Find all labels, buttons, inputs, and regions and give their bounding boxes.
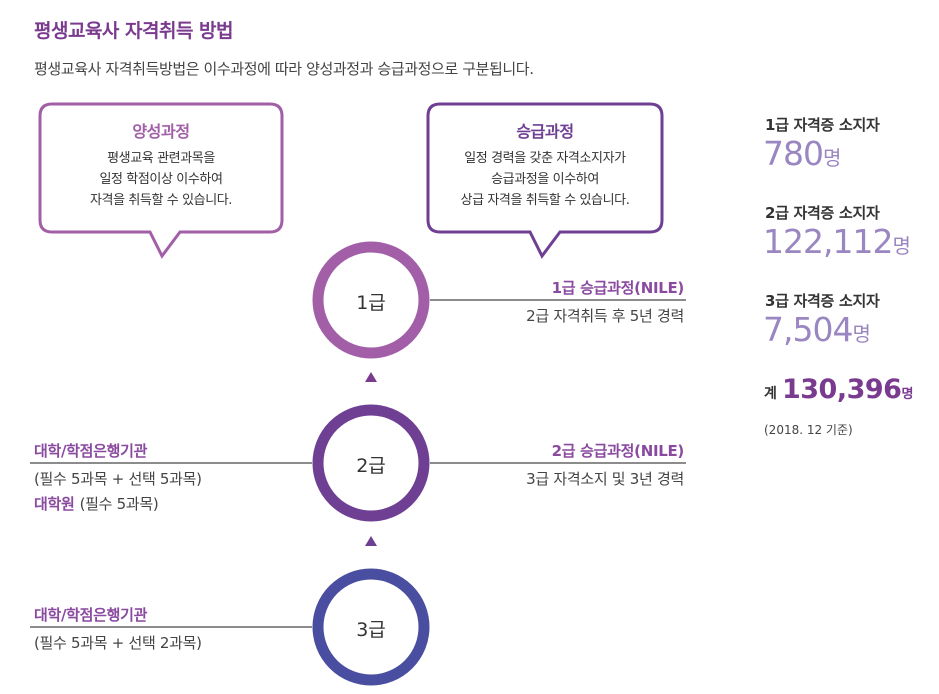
page-subtitle: 평생교육사 자격취득방법은 이수과정에 따라 양성과정과 승급과정으로 구분됩니… bbox=[34, 60, 534, 78]
stat-grade1-label: 1급 자격증 소지자 bbox=[765, 116, 880, 134]
promotion-line: 일정 경력을 갖춘 자격소지자가 bbox=[464, 151, 626, 166]
promotion-line: 승급과정을 이수하여 bbox=[491, 172, 599, 187]
grade2-left-title: 대학/학점은행기관 bbox=[34, 442, 148, 460]
stat-footnote: (2018. 12 기준) bbox=[764, 423, 853, 437]
stat-grade2-label: 2급 자격증 소지자 bbox=[765, 204, 880, 222]
training-line: 일정 학점이상 이수하여 bbox=[99, 172, 223, 187]
promotion-title: 승급과정 bbox=[516, 122, 574, 141]
stat-grade2-value: 122,112명 bbox=[763, 222, 911, 261]
grade3-label: 3급 bbox=[356, 619, 386, 641]
grade3-circle bbox=[312, 568, 430, 686]
grade2-circle bbox=[312, 404, 430, 522]
total-unit: 명 bbox=[901, 387, 914, 402]
stat-number: 7,504 bbox=[763, 310, 853, 349]
grade2-graduate-row: 대학원 (필수 5과목) bbox=[34, 493, 159, 514]
promotion-bubble-text: 승급과정 일정 경력을 갖춘 자격소지자가 승급과정을 이수하여 상급 자격을 … bbox=[428, 118, 662, 211]
promotion-bubble bbox=[426, 102, 664, 259]
training-bubble-text: 양성과정 평생교육 관련과목을 일정 학점이상 이수하여 자격을 취득할 수 있… bbox=[40, 118, 282, 211]
grade1-circle bbox=[312, 241, 430, 359]
stat-grade3-value: 7,504명 bbox=[763, 310, 871, 349]
grade3-left-title: 대학/학점은행기관 bbox=[34, 606, 148, 624]
stat-number: 122,112 bbox=[763, 222, 893, 261]
stat-number: 780 bbox=[763, 134, 824, 173]
grade2-label: 2급 bbox=[356, 455, 386, 477]
grade2-promo-sub: 3급 자격소지 및 3년 경력 bbox=[526, 470, 684, 488]
grade2-graduate-sub: (필수 5과목) bbox=[79, 495, 159, 513]
promotion-line: 상급 자격을 취득할 수 있습니다. bbox=[460, 193, 630, 208]
page-title: 평생교육사 자격취득 방법 bbox=[34, 20, 234, 42]
grade2-promo-title: 2급 승급과정(NILE) bbox=[551, 442, 685, 460]
training-bubble bbox=[38, 102, 284, 259]
total-value: 130,396 bbox=[781, 374, 902, 405]
grade3-left-sub: (필수 5과목 + 선택 2과목) bbox=[34, 634, 202, 652]
arrow-up-icon bbox=[365, 536, 377, 546]
stat-total: 계 130,396명 bbox=[764, 374, 913, 405]
grade2-left-sub: (필수 5과목 + 선택 5과목) bbox=[34, 470, 202, 488]
stat-grade3-label: 3급 자격증 소지자 bbox=[765, 292, 880, 310]
training-line: 자격을 취득할 수 있습니다. bbox=[89, 193, 233, 208]
stat-unit: 명 bbox=[823, 146, 841, 170]
grade1-promo-sub: 2급 자격취득 후 5년 경력 bbox=[526, 307, 684, 325]
grade2-graduate-title: 대학원 bbox=[34, 495, 75, 513]
stat-grade1-value: 780명 bbox=[763, 134, 841, 173]
grade1-promo-title: 1급 승급과정(NILE) bbox=[551, 279, 685, 297]
training-title: 양성과정 bbox=[132, 122, 190, 141]
stat-unit: 명 bbox=[852, 322, 870, 346]
grade1-label: 1급 bbox=[356, 292, 386, 314]
arrow-up-icon bbox=[365, 372, 377, 382]
stat-unit: 명 bbox=[892, 234, 910, 258]
total-prefix: 계 bbox=[764, 386, 777, 402]
training-line: 평생교육 관련과목을 bbox=[107, 151, 215, 166]
